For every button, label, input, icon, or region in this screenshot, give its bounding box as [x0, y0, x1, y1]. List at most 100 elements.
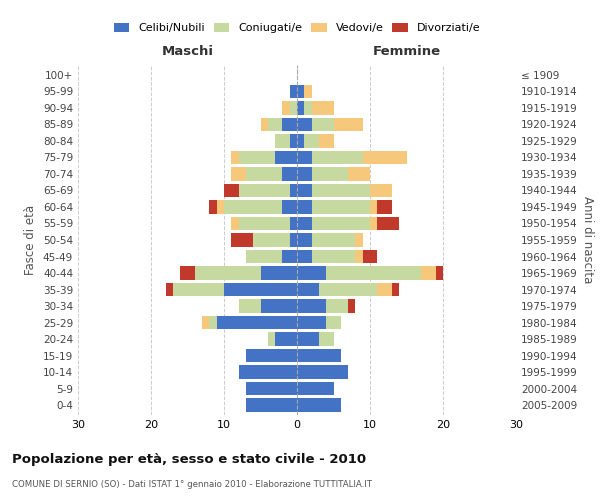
Text: Maschi: Maschi: [161, 44, 214, 58]
Bar: [209, 316, 217, 330]
Bar: [290, 184, 297, 197]
Bar: [311, 101, 334, 114]
Bar: [297, 266, 326, 280]
Bar: [239, 184, 290, 197]
Bar: [232, 150, 239, 164]
Bar: [370, 184, 392, 197]
Bar: [283, 118, 297, 131]
Bar: [304, 101, 311, 114]
Bar: [166, 283, 173, 296]
Bar: [326, 300, 348, 313]
Bar: [311, 216, 370, 230]
Bar: [297, 398, 341, 412]
Bar: [297, 84, 304, 98]
Bar: [355, 250, 362, 264]
Bar: [304, 84, 311, 98]
Bar: [377, 200, 392, 214]
Bar: [297, 118, 311, 131]
Bar: [224, 184, 239, 197]
Bar: [311, 167, 348, 180]
Bar: [326, 266, 421, 280]
Bar: [297, 349, 341, 362]
Bar: [232, 167, 246, 180]
Bar: [326, 316, 341, 330]
Bar: [246, 167, 283, 180]
Bar: [297, 283, 319, 296]
Bar: [304, 134, 319, 147]
Bar: [362, 150, 407, 164]
Bar: [297, 167, 311, 180]
Bar: [319, 134, 334, 147]
Bar: [283, 167, 297, 180]
Bar: [224, 200, 283, 214]
Bar: [311, 200, 370, 214]
Bar: [239, 366, 297, 379]
Bar: [311, 184, 370, 197]
Bar: [283, 250, 297, 264]
Bar: [392, 283, 399, 296]
Text: Popolazione per età, sesso e stato civile - 2010: Popolazione per età, sesso e stato civil…: [12, 452, 366, 466]
Bar: [311, 150, 363, 164]
Bar: [239, 216, 290, 230]
Bar: [217, 200, 224, 214]
Bar: [217, 316, 297, 330]
Bar: [311, 233, 355, 247]
Bar: [268, 118, 283, 131]
Bar: [232, 233, 253, 247]
Bar: [297, 150, 311, 164]
Bar: [290, 216, 297, 230]
Bar: [319, 283, 377, 296]
Bar: [283, 101, 290, 114]
Bar: [436, 266, 443, 280]
Bar: [370, 200, 377, 214]
Bar: [290, 233, 297, 247]
Text: COMUNE DI SERNIO (SO) - Dati ISTAT 1° gennaio 2010 - Elaborazione TUTTITALIA.IT: COMUNE DI SERNIO (SO) - Dati ISTAT 1° ge…: [12, 480, 372, 489]
Bar: [377, 216, 399, 230]
Bar: [297, 316, 326, 330]
Bar: [297, 233, 311, 247]
Bar: [224, 283, 297, 296]
Bar: [297, 382, 334, 396]
Bar: [239, 300, 260, 313]
Bar: [290, 84, 297, 98]
Bar: [209, 200, 217, 214]
Bar: [297, 216, 311, 230]
Bar: [319, 332, 334, 346]
Bar: [195, 266, 260, 280]
Bar: [246, 349, 297, 362]
Bar: [297, 250, 311, 264]
Bar: [421, 266, 436, 280]
Bar: [377, 283, 392, 296]
Bar: [290, 101, 297, 114]
Y-axis label: Fasce di età: Fasce di età: [25, 205, 37, 275]
Text: Femmine: Femmine: [373, 44, 440, 58]
Bar: [297, 366, 348, 379]
Bar: [246, 398, 297, 412]
Bar: [246, 382, 297, 396]
Bar: [290, 134, 297, 147]
Bar: [348, 167, 370, 180]
Bar: [260, 118, 268, 131]
Bar: [253, 233, 290, 247]
Bar: [355, 233, 362, 247]
Bar: [275, 134, 290, 147]
Bar: [297, 184, 311, 197]
Bar: [362, 250, 377, 264]
Bar: [202, 316, 209, 330]
Bar: [173, 283, 224, 296]
Bar: [348, 300, 355, 313]
Y-axis label: Anni di nascita: Anni di nascita: [581, 196, 594, 284]
Bar: [334, 118, 362, 131]
Bar: [246, 250, 283, 264]
Bar: [311, 250, 355, 264]
Bar: [283, 200, 297, 214]
Bar: [275, 150, 297, 164]
Bar: [297, 134, 304, 147]
Bar: [260, 300, 297, 313]
Bar: [239, 150, 275, 164]
Bar: [311, 118, 334, 131]
Bar: [275, 332, 297, 346]
Bar: [297, 200, 311, 214]
Bar: [297, 101, 304, 114]
Bar: [260, 266, 297, 280]
